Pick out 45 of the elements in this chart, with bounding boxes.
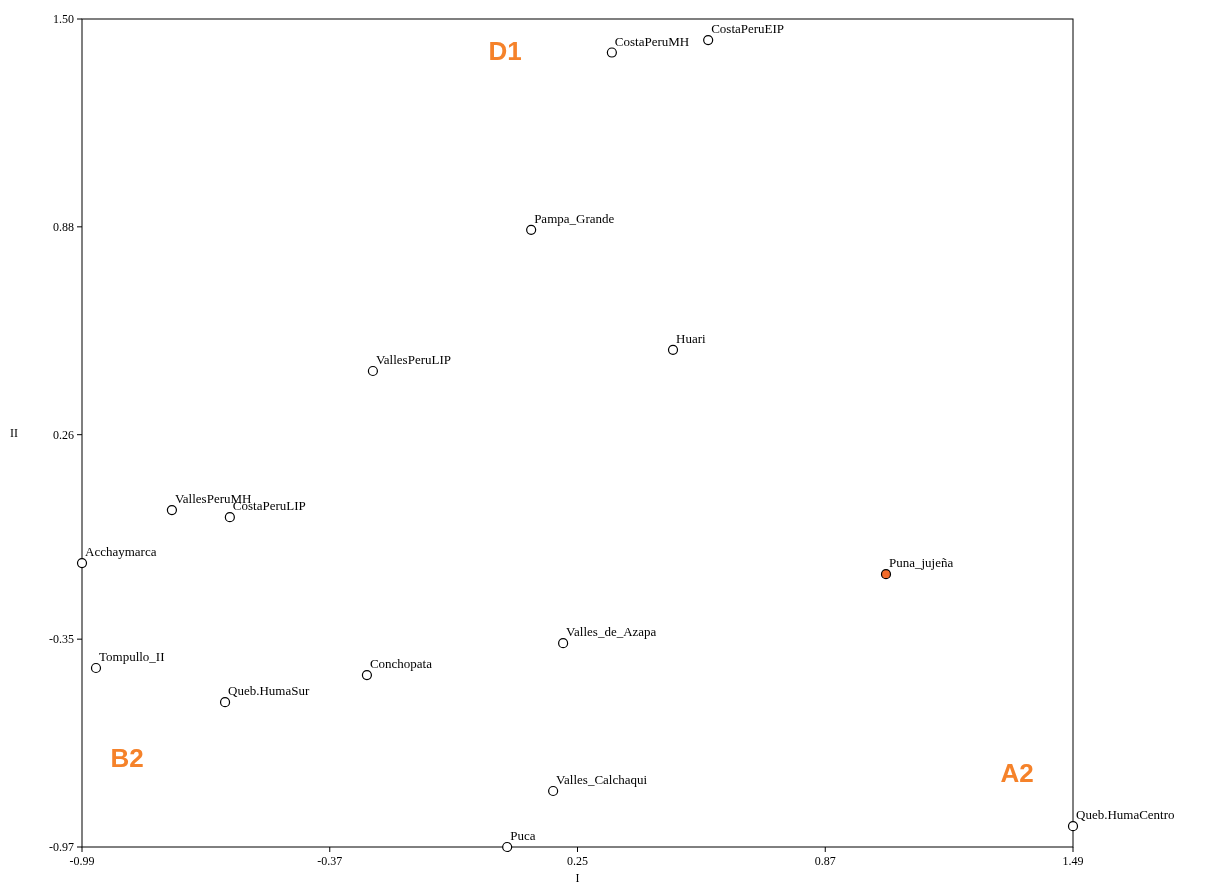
x-tick-label: 1.49 (1062, 854, 1084, 868)
y-tick-label: 0.88 (53, 219, 74, 234)
point (166, 505, 178, 516)
series-label: Conchopata (369, 656, 433, 672)
x-tick-label: 0.87 (814, 854, 836, 868)
point (667, 344, 679, 355)
annotation: A2 (1000, 758, 1034, 788)
series-label: Tompullo_II (98, 648, 165, 664)
series-label: Pampa_Grande (534, 210, 615, 226)
series-label: Acchaymarca (85, 544, 157, 560)
series-label: VallesPeruLIP (375, 351, 452, 367)
series-label: Puna_jujeña (888, 555, 954, 571)
point (367, 365, 379, 377)
series-label: CostaPeruMH (614, 33, 690, 49)
series-label: Queb.HumaCentro (1076, 807, 1175, 823)
point (90, 662, 102, 674)
point (558, 638, 569, 649)
point (1067, 821, 1079, 832)
y-tick-label: 0.26 (53, 427, 74, 442)
point (548, 785, 559, 797)
x-axis-title: I (575, 871, 580, 884)
point (526, 224, 537, 235)
point (76, 557, 88, 569)
x-tick-label: 0.25 (567, 854, 588, 868)
point (361, 669, 373, 681)
series-label: CostaPeruEIP (711, 21, 785, 37)
series-label: Queb.HumaSur (228, 683, 310, 699)
annotation: B2 (110, 743, 144, 773)
point (502, 841, 513, 853)
y-axis-title: II (10, 426, 18, 440)
y-tick-label: -0.35 (49, 632, 74, 647)
x-tick-label: -0.99 (69, 854, 95, 868)
annotation: D1 (488, 36, 522, 66)
y-tick-label: 1.50 (53, 12, 74, 26)
point (224, 512, 235, 523)
series-label: Valles_Calchaqui (556, 772, 648, 788)
point (219, 697, 231, 708)
series-label: Puca (510, 828, 536, 843)
point (880, 569, 892, 580)
series-label: Huari (676, 330, 706, 346)
y-tick-label: -0.97 (49, 840, 74, 854)
x-tick-label: -0.37 (317, 854, 343, 868)
point (703, 35, 714, 46)
point (606, 47, 617, 58)
series-label: Valles_de_Azapa (566, 624, 657, 640)
